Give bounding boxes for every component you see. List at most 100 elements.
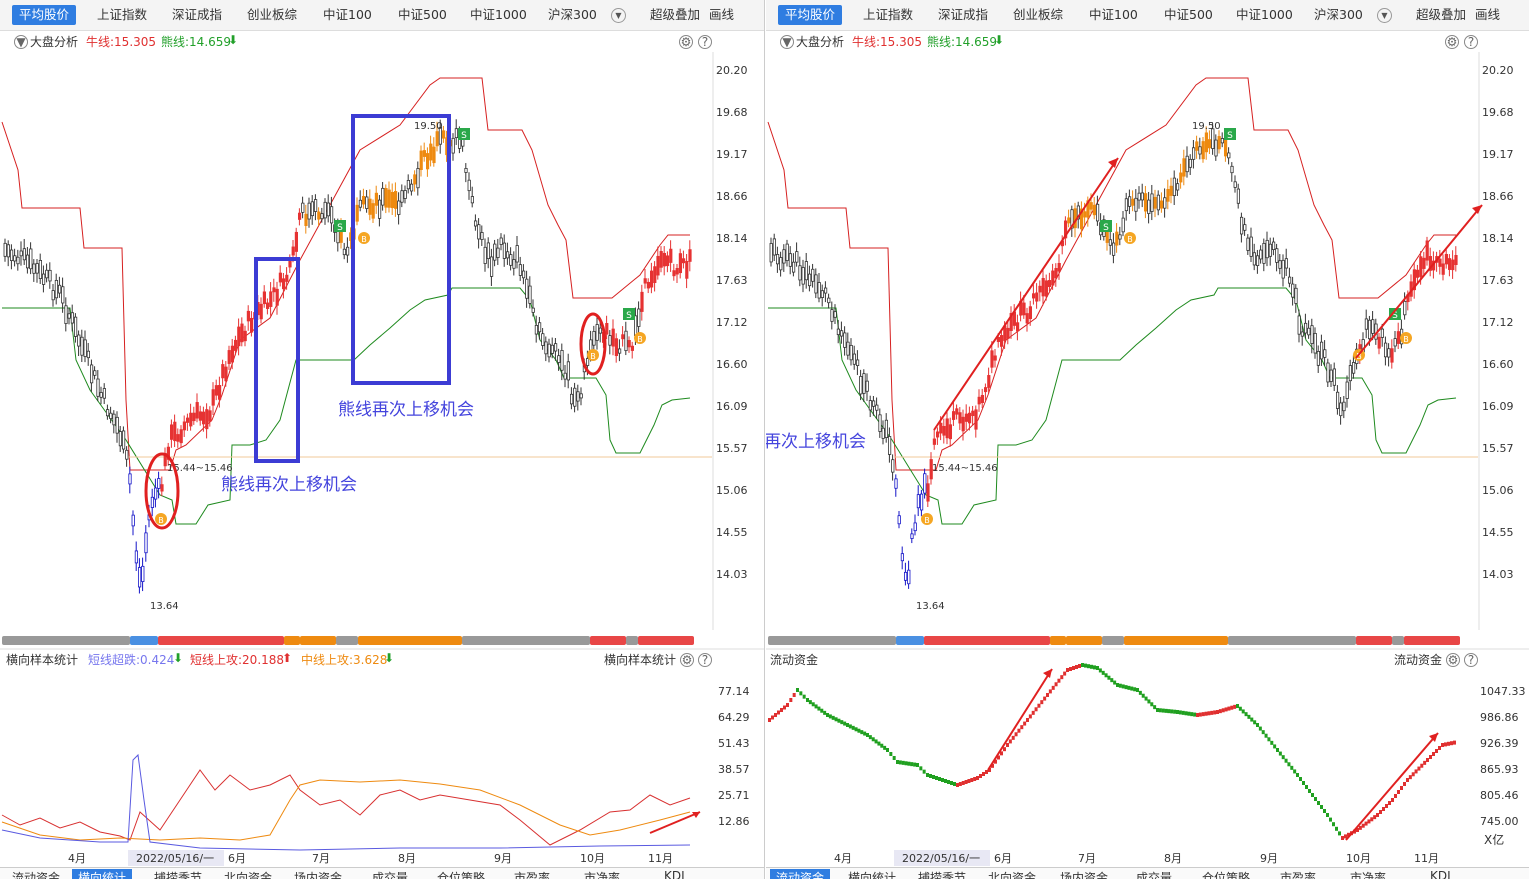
sample-stat-chart — [1, 753, 691, 851]
btab-onsite-fund[interactable]: 场内资金 — [294, 871, 343, 879]
indicator-tab-bar: 流动资金 横向统计 捕捞季节 北向资金 场内资金 成交量 仓位策略 市盈率 市净… — [0, 867, 764, 879]
y-tick-label: 15.06 — [1482, 484, 1514, 497]
sell-marker: S — [1100, 220, 1112, 233]
tab-draw-line[interactable]: 画线 — [1475, 7, 1501, 22]
indicator-name[interactable]: 大盘分析 — [796, 35, 845, 49]
help-icon[interactable]: ? — [1464, 35, 1478, 49]
btab-pe-ratio[interactable]: 市盈率 — [514, 871, 551, 879]
tab-csi1000[interactable]: 中证1000 — [470, 7, 527, 22]
btab-volume[interactable]: 成交量 — [372, 871, 409, 879]
sub-y-tick-label: 51.43 — [718, 737, 750, 750]
btab-kdj[interactable]: KDJ — [1430, 869, 1451, 879]
tab-overlay[interactable]: 超级叠加 — [1416, 7, 1467, 22]
btab-pb-ratio[interactable]: 市净率 — [1350, 871, 1387, 879]
collapse-icon[interactable]: ▼ — [780, 35, 794, 49]
indicator-name[interactable]: 大盘分析 — [30, 35, 79, 49]
btab-fishing-season[interactable]: 捕捞季节 — [918, 871, 967, 879]
signal-strip — [768, 636, 1460, 645]
help-icon[interactable]: ? — [698, 35, 712, 49]
btab-northbound[interactable]: 北向资金 — [224, 871, 273, 879]
tab-csi100[interactable]: 中证100 — [323, 7, 372, 22]
time-x-axis: 4月 2022/05/16/一 6月 7月 8月 9月 10月 11月 — [834, 850, 1439, 866]
tab-shanghai-index[interactable]: 上证指数 — [97, 7, 148, 22]
sub-indicator-name-right: 横向样本统计 — [604, 653, 677, 667]
tab-csi1000[interactable]: 中证1000 — [1236, 7, 1293, 22]
sell-marker: S — [458, 128, 470, 141]
btab-position-strategy[interactable]: 仓位策略 — [437, 871, 486, 879]
tab-csi500[interactable]: 中证500 — [1164, 7, 1213, 22]
tabs-dropdown-icon[interactable]: ▼ — [611, 8, 626, 23]
tab-average-price[interactable]: 平均股价 — [12, 5, 77, 25]
y-tick-label: 15.57 — [716, 442, 748, 455]
sub-y-tick-label: 25.71 — [718, 789, 750, 802]
down-arrow-icon: ⬇ — [173, 651, 184, 665]
trend-arrow — [649, 811, 701, 834]
y-tick-label: 18.14 — [716, 232, 748, 245]
settings-icon[interactable]: ⚙ — [1446, 653, 1460, 667]
tab-overlay[interactable]: 超级叠加 — [650, 7, 701, 22]
bull-line-value: 牛线:15.305 — [86, 35, 157, 49]
index-tab-bar: 平均股价 上证指数 深证成指 创业板综 中证100 中证500 中证1000 沪… — [0, 0, 764, 31]
tab-average-price[interactable]: 平均股价 — [778, 5, 843, 25]
svg-text:B: B — [590, 352, 596, 361]
y-tick-label: 19.17 — [716, 148, 748, 161]
btab-onsite-fund[interactable]: 场内资金 — [1060, 871, 1109, 879]
btab-horizontal-stat[interactable]: 横向统计 — [72, 869, 133, 879]
btab-liquidity[interactable]: 流动资金 — [770, 869, 831, 879]
tab-chinext[interactable]: 创业板综 — [247, 7, 298, 22]
annotation-bear-line-shift: 熊线再次上移机会 — [338, 400, 474, 420]
y-tick-label: 18.66 — [716, 190, 748, 203]
x-tick-label: 10月 — [580, 852, 605, 865]
y-tick-label: 14.55 — [716, 526, 748, 539]
bear-line — [768, 287, 1457, 525]
btab-position-strategy[interactable]: 仓位策略 — [1202, 871, 1251, 879]
low-price-label: 13.64 — [150, 601, 179, 612]
bear-line-value: 熊线:14.659 — [927, 35, 998, 49]
buy-marker: B — [155, 513, 167, 525]
svg-text:B: B — [924, 516, 930, 525]
btab-northbound[interactable]: 北向资金 — [988, 871, 1037, 879]
sub-indicator-name[interactable]: 流动资金 — [770, 653, 819, 667]
tab-draw-line[interactable]: 画线 — [709, 7, 735, 22]
buy-marker: B — [634, 332, 646, 344]
tab-hs300[interactable]: 沪深300 — [548, 7, 597, 22]
tab-chinext[interactable]: 创业板综 — [1013, 7, 1064, 22]
help-icon[interactable]: ? — [698, 653, 712, 667]
tab-shenzhen-index[interactable]: 深证成指 — [172, 7, 223, 22]
btab-pe-ratio[interactable]: 市盈率 — [1280, 871, 1317, 879]
tab-csi100[interactable]: 中证100 — [1089, 7, 1138, 22]
buy-marker: B — [1124, 232, 1136, 244]
y-tick-label: 17.63 — [716, 274, 748, 287]
buy-marker: B — [1400, 332, 1412, 344]
sub-indicator-name[interactable]: 横向样本统计 — [6, 653, 79, 667]
sub-y-tick-label: 77.14 — [718, 685, 750, 698]
btab-pb-ratio[interactable]: 市净率 — [584, 871, 621, 879]
btab-horizontal-stat[interactable]: 横向统计 — [848, 871, 897, 879]
sub-y-tick-label: 986.86 — [1480, 711, 1519, 724]
help-icon[interactable]: ? — [1464, 653, 1478, 667]
tab-shanghai-index[interactable]: 上证指数 — [863, 7, 914, 22]
main-chart-info-bar: ▼ 大盘分析 牛线:15.305 熊线:14.659 ⬇ ⚙ ? — [0, 31, 764, 51]
btab-volume[interactable]: 成交量 — [1136, 871, 1173, 879]
trend-arrow — [1355, 204, 1483, 359]
settings-icon[interactable]: ⚙ — [679, 35, 693, 49]
sell-marker: S — [623, 308, 635, 321]
btab-fishing-season[interactable]: 捕捞季节 — [154, 871, 203, 879]
settings-icon[interactable]: ⚙ — [1445, 35, 1459, 49]
settings-icon[interactable]: ⚙ — [680, 653, 694, 667]
bear-down-arrow-icon: ⬇ — [228, 33, 239, 47]
btab-liquidity[interactable]: 流动资金 — [12, 871, 61, 879]
tab-csi500[interactable]: 中证500 — [398, 7, 447, 22]
tabs-dropdown-icon[interactable]: ▼ — [1377, 8, 1392, 23]
tab-shenzhen-index[interactable]: 深证成指 — [938, 7, 989, 22]
tab-hs300[interactable]: 沪深300 — [1314, 7, 1363, 22]
level-price-label: 15.44~15.46 — [932, 463, 998, 474]
btab-kdj[interactable]: KDJ — [664, 869, 685, 879]
collapse-icon[interactable]: ▼ — [14, 35, 28, 49]
sell-marker: S — [1389, 308, 1401, 321]
right-chart-canvas: B B B B S S S 19.50 13.64 15.44~15.46 期待… — [766, 52, 1529, 866]
x-tick-label: 9月 — [1260, 852, 1278, 865]
left-chart-canvas: B B B B S S S 19.50 13.64 15.44~15.46 熊线… — [0, 52, 764, 866]
right-chart-panel: 平均股价 上证指数 深证成指 创业板综 中证100 中证500 中证1000 沪… — [766, 0, 1529, 879]
sub-y-tick-label: 1047.33 — [1480, 685, 1526, 698]
